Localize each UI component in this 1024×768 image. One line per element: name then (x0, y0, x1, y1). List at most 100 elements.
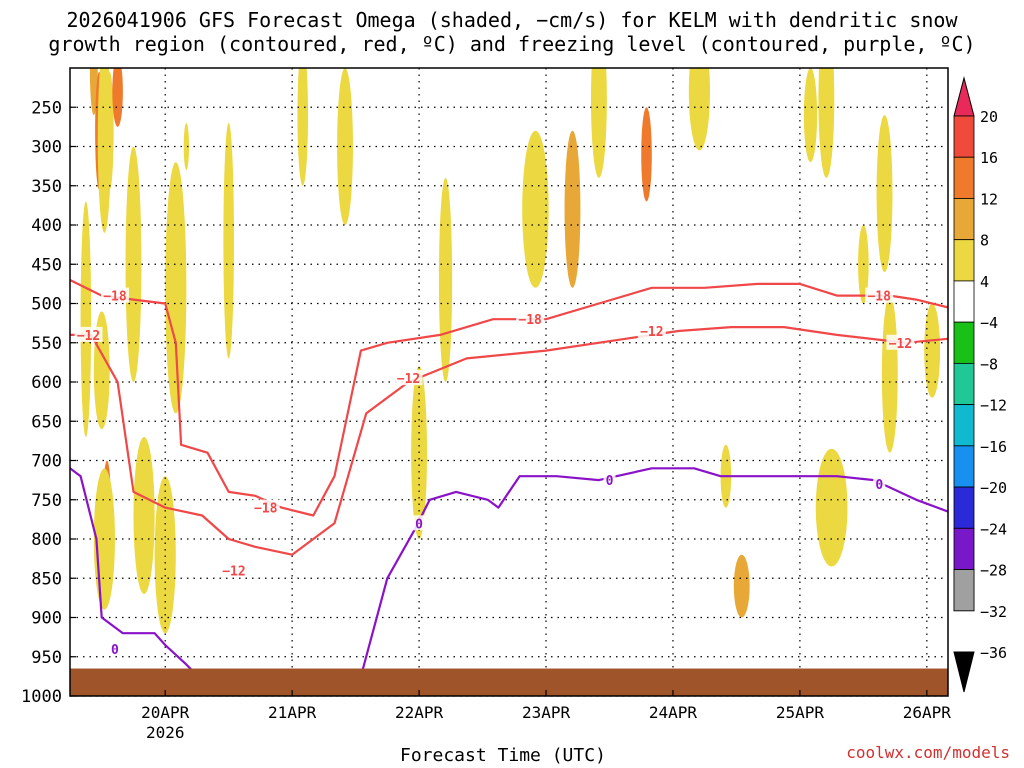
credit-link[interactable]: coolwx.com/models (846, 743, 1010, 762)
contour-label-4: −12 (397, 372, 420, 387)
x-tick-label-21APR: 21APR (268, 703, 317, 722)
terrain-fill (70, 668, 948, 696)
omega-blob-28 (803, 68, 818, 163)
contour-label-bg-9 (108, 640, 121, 656)
colorbar-label-13: −36 (980, 644, 1007, 662)
y-axis: 250 300 350 400 450 500 550 600 650 700 750 800 850 9… (21, 98, 76, 707)
contour-label-0: −18 (103, 290, 127, 305)
omega-blob-15 (183, 122, 190, 171)
colorbar-swatch-grey (953, 569, 975, 612)
x-tick-label-20APR: 20APR (141, 703, 190, 722)
colorbar-label-10: −24 (980, 520, 1007, 538)
omega-blob-35 (924, 303, 941, 398)
colorbar-label-0: 20 (980, 108, 998, 126)
contour-label-bg-4 (394, 370, 423, 386)
colorbar: 20 16 12 8 4 −4 −8 −12 −16 −20 −24 −28 −32 −36 (953, 76, 1007, 693)
y-tick-label-900: 900 (31, 609, 62, 629)
colorbar-swatch-11 (953, 527, 975, 570)
colorbar-label-11: −28 (980, 562, 1007, 580)
contour-label-bg-12 (873, 476, 886, 492)
colorbar-label-5: −4 (980, 314, 998, 332)
y-tick-label-350: 350 (31, 177, 62, 197)
contour-label-10: 0 (415, 517, 423, 532)
contour-label-9: 0 (111, 643, 119, 658)
plot-background (70, 68, 948, 696)
colorbar-label-4: 4 (980, 273, 989, 291)
omega-blob-23 (590, 68, 607, 178)
y-tick-label-1000: 1000 (21, 687, 62, 707)
y-tick-label-600: 600 (31, 373, 62, 393)
colorbar-swatch-7 (953, 362, 975, 406)
omega-blob-11 (133, 436, 155, 594)
colorbar-label-6: −8 (980, 355, 998, 373)
omega-blob-14 (165, 162, 187, 414)
omega-blob-4 (112, 68, 123, 127)
colorbar-label-3: 8 (980, 232, 989, 250)
omega-blob-32 (881, 162, 888, 226)
colorbar-label-7: −12 (980, 397, 1007, 415)
omega-blob-12 (154, 476, 176, 634)
y-tick-label-800: 800 (31, 530, 62, 550)
contour-0 (70, 279, 948, 517)
contour-label-2: −18 (254, 502, 278, 517)
omega-blob-22 (564, 130, 581, 288)
y-tick-label-400: 400 (31, 216, 62, 236)
omega-blob-21 (522, 130, 549, 288)
x-tick-label-25APR: 25APR (776, 703, 825, 722)
contour-label-bg-10 (413, 515, 426, 531)
omega-blob-18 (337, 68, 353, 225)
omega-blob-7 (99, 350, 105, 398)
y-tick-label-450: 450 (31, 255, 62, 275)
colorbar-top-cap (953, 76, 975, 117)
omega-blob-17 (297, 68, 309, 186)
colorbar-bottom-cap (953, 651, 975, 693)
omega-blob-24 (641, 107, 652, 202)
omega-blob-10 (125, 146, 142, 382)
contour-label-3: −12 (222, 564, 245, 579)
colorbar-label-12: −32 (980, 603, 1007, 621)
pressure-gridlines (70, 68, 948, 697)
contour-label-1: −12 (77, 329, 100, 344)
contour-label-bg-7 (865, 287, 894, 303)
contour-labels: −18 −12 −18 −12 −12 −18 −12 −18 −12 0 0 0 0 (74, 287, 915, 658)
y-tick-label-650: 650 (31, 412, 62, 432)
contour-label-6: −12 (640, 325, 663, 340)
contour-label-8: −12 (889, 337, 912, 352)
colorbar-swatch-9 (953, 445, 975, 488)
contour-label-5: −18 (518, 313, 542, 328)
x-axis-title: Forecast Time (UTC) (400, 745, 606, 766)
x-tick-label-22APR: 22APR (395, 703, 444, 722)
y-tick-label-300: 300 (31, 138, 62, 158)
y-tick-label-250: 250 (31, 98, 62, 118)
y-tick-label-550: 550 (31, 334, 62, 354)
colorbar-label-8: −16 (980, 438, 1007, 456)
contour-label-bg-5 (516, 311, 545, 327)
colorbar-swatch-2 (953, 156, 975, 199)
colorbar-swatch-1 (953, 115, 975, 158)
chart-title-line1: 2026041906 GFS Forecast Omega (shaded, −… (66, 8, 958, 32)
colorbar-swatch-4 (953, 239, 975, 282)
omega-blob-16 (223, 122, 234, 359)
colorbar-swatch-3 (953, 198, 975, 241)
y-tick-label-750: 750 (31, 491, 62, 511)
colorbar-swatch-5 (953, 280, 975, 323)
x-tick-label-23APR: 23APR (522, 703, 571, 722)
x-tick-label-26APR: 26APR (903, 703, 952, 722)
contour-label-bg-3 (219, 562, 248, 578)
contour-label-bg-11 (603, 472, 616, 488)
colorbar-label-9: −20 (980, 479, 1007, 497)
omega-blob-34 (881, 295, 898, 453)
colorbar-label-1: 16 (980, 149, 998, 167)
y-tick-label-850: 850 (31, 569, 62, 589)
omega-blob-30 (815, 448, 848, 567)
omega-blob-5 (80, 201, 92, 437)
contour-label-bg-6 (637, 322, 666, 338)
y-tick-label-950: 950 (31, 648, 62, 668)
colorbar-swatch-6 (953, 321, 975, 364)
colorbar-swatch-8 (953, 404, 975, 447)
omega-blob-20 (438, 177, 453, 382)
contour-2 (70, 467, 948, 682)
y-tick-label-700: 700 (31, 452, 62, 472)
